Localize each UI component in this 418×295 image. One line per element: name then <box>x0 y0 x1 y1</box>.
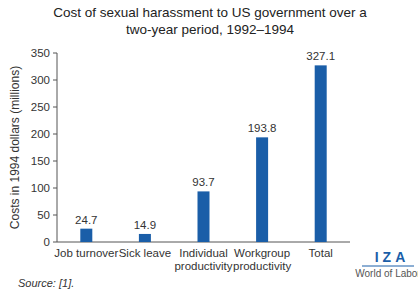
x-tick-label: Sick leave <box>119 247 171 259</box>
data-label: 93.7 <box>192 176 214 188</box>
data-label: 327.1 <box>306 50 335 62</box>
title: Cost of sexual harassment to US governme… <box>40 4 380 38</box>
bar <box>256 137 268 242</box>
y-tick <box>53 80 57 81</box>
bar <box>139 234 151 242</box>
logo-name: IZA <box>375 249 410 265</box>
y-axis <box>57 53 58 242</box>
data-label: 24.7 <box>75 214 97 226</box>
y-tick <box>53 188 57 189</box>
y-tick <box>53 215 57 216</box>
chart: 0 50 100 150 200 250 300 350 Costs in 1994 dolla… <box>0 0 418 295</box>
bar <box>198 191 210 242</box>
y-tick <box>53 134 57 135</box>
x-tick-label: Workgroupproductivity <box>233 247 291 272</box>
y-tick-label: 100 <box>31 182 50 194</box>
y-tick-label: 350 <box>31 47 50 59</box>
y-tick <box>53 242 57 243</box>
data-label: 14.9 <box>134 219 156 231</box>
y-tick-label: 0 <box>44 236 50 248</box>
x-tick-label: Individualproductivity <box>174 247 232 272</box>
y-tick <box>53 161 57 162</box>
x-tick-label: Job turnover <box>54 247 118 259</box>
bar <box>80 229 92 242</box>
bar <box>315 65 327 242</box>
logo-tagline: World of Labor <box>355 268 418 279</box>
y-tick-label: 250 <box>31 101 50 113</box>
y-tick-label: 300 <box>31 74 50 86</box>
y-tick-label: 50 <box>37 209 50 221</box>
y-tick <box>53 53 57 54</box>
y-axis-label: Costs in 1994 dollars (millions) <box>8 66 22 229</box>
logo-rule <box>362 266 414 267</box>
source: Source: [1]. <box>18 277 74 289</box>
y-tick-label: 200 <box>31 128 50 140</box>
x-tick-label: Total <box>309 247 333 259</box>
y-tick-label: 150 <box>31 155 50 167</box>
bars <box>80 65 326 242</box>
data-label: 193.8 <box>248 122 277 134</box>
y-tick <box>53 107 57 108</box>
